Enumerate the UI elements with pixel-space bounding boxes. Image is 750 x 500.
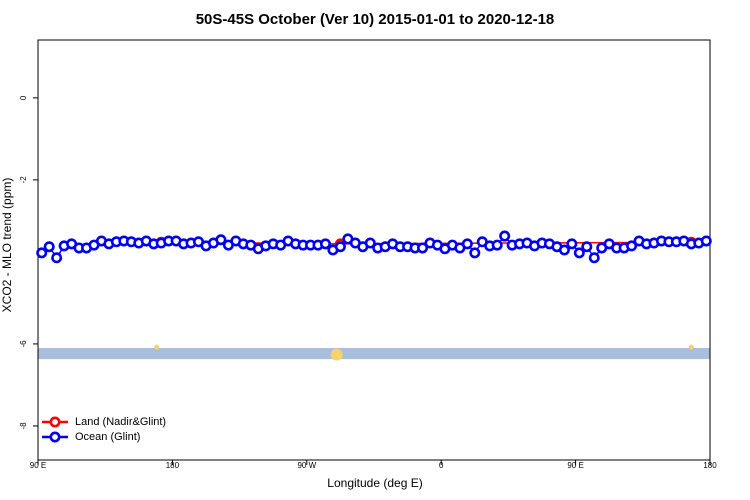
legend-marker [49, 416, 61, 428]
y-axis-label: XCO2 - MLO trend (ppm) [0, 178, 14, 313]
marker [688, 344, 694, 350]
x-tick-label: 90 E [30, 461, 46, 470]
x-tick-label: 0 [439, 461, 444, 470]
data-point [573, 247, 585, 259]
band [38, 348, 710, 360]
data-point [461, 238, 473, 250]
legend-label: Ocean (Glint) [75, 431, 140, 443]
x-tick-label: 180 [703, 461, 717, 470]
chart-title: 50S-45S October (Ver 10) 2015-01-01 to 2… [196, 11, 555, 28]
data-point [581, 241, 593, 253]
data-point [566, 238, 578, 250]
x-tick-label: 180 [166, 461, 180, 470]
legend-marker [49, 431, 61, 443]
data-point [626, 240, 638, 252]
data-point [499, 230, 511, 242]
marker [330, 348, 343, 361]
data-point [43, 241, 55, 253]
x-tick-label: 90 E [567, 461, 583, 470]
x-axis-label: Longitude (deg E) [327, 476, 422, 490]
marker [154, 344, 160, 350]
data-point [36, 247, 48, 259]
data-point [588, 252, 600, 264]
y-tick-label: -8 [19, 422, 28, 430]
y-tick-label: -2 [19, 176, 28, 184]
data-point [700, 235, 712, 247]
data-point [215, 234, 227, 246]
data-point [469, 247, 481, 259]
data-point [491, 239, 503, 251]
data-point [558, 244, 570, 256]
data-point [334, 241, 346, 253]
y-tick-label: 0 [19, 95, 28, 100]
data-point [319, 238, 331, 250]
data-point [51, 252, 63, 264]
legend-label: Land (Nadir&Glint) [75, 416, 166, 428]
x-tick-label: 90 W [297, 461, 316, 470]
data-point [364, 237, 376, 249]
data-point [417, 242, 429, 254]
y-tick-label: -6 [19, 340, 28, 348]
